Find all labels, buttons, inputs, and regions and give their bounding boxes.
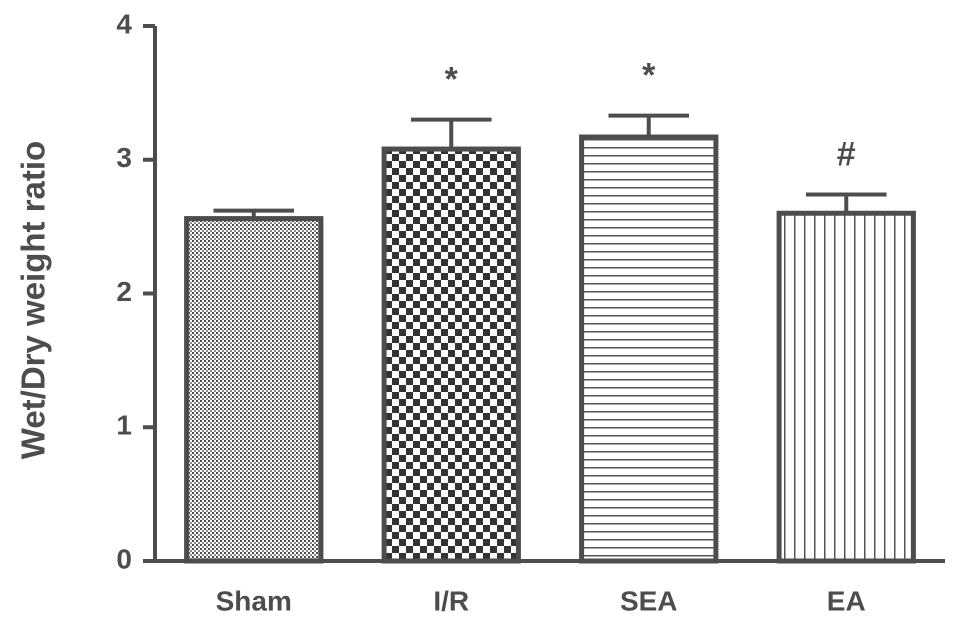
significance-mark: * — [445, 61, 459, 99]
y-tick-label: 1 — [116, 410, 132, 441]
y-tick-label: 2 — [116, 276, 132, 307]
y-axis-label: Wet/Dry weight ratio — [15, 141, 52, 459]
bar — [381, 146, 521, 564]
y-tick-label: 4 — [116, 8, 132, 39]
x-tick-label: Sham — [216, 585, 292, 616]
y-tick-label: 0 — [116, 543, 132, 574]
significance-mark: * — [642, 57, 656, 95]
x-tick-label: EA — [827, 585, 866, 616]
x-tick-label: SEA — [620, 585, 678, 616]
significance-mark: # — [837, 136, 856, 174]
bar — [579, 134, 719, 564]
y-tick-label: 3 — [116, 142, 132, 173]
bar — [184, 216, 324, 564]
x-tick-label: I/R — [433, 585, 469, 616]
bar — [776, 210, 916, 564]
